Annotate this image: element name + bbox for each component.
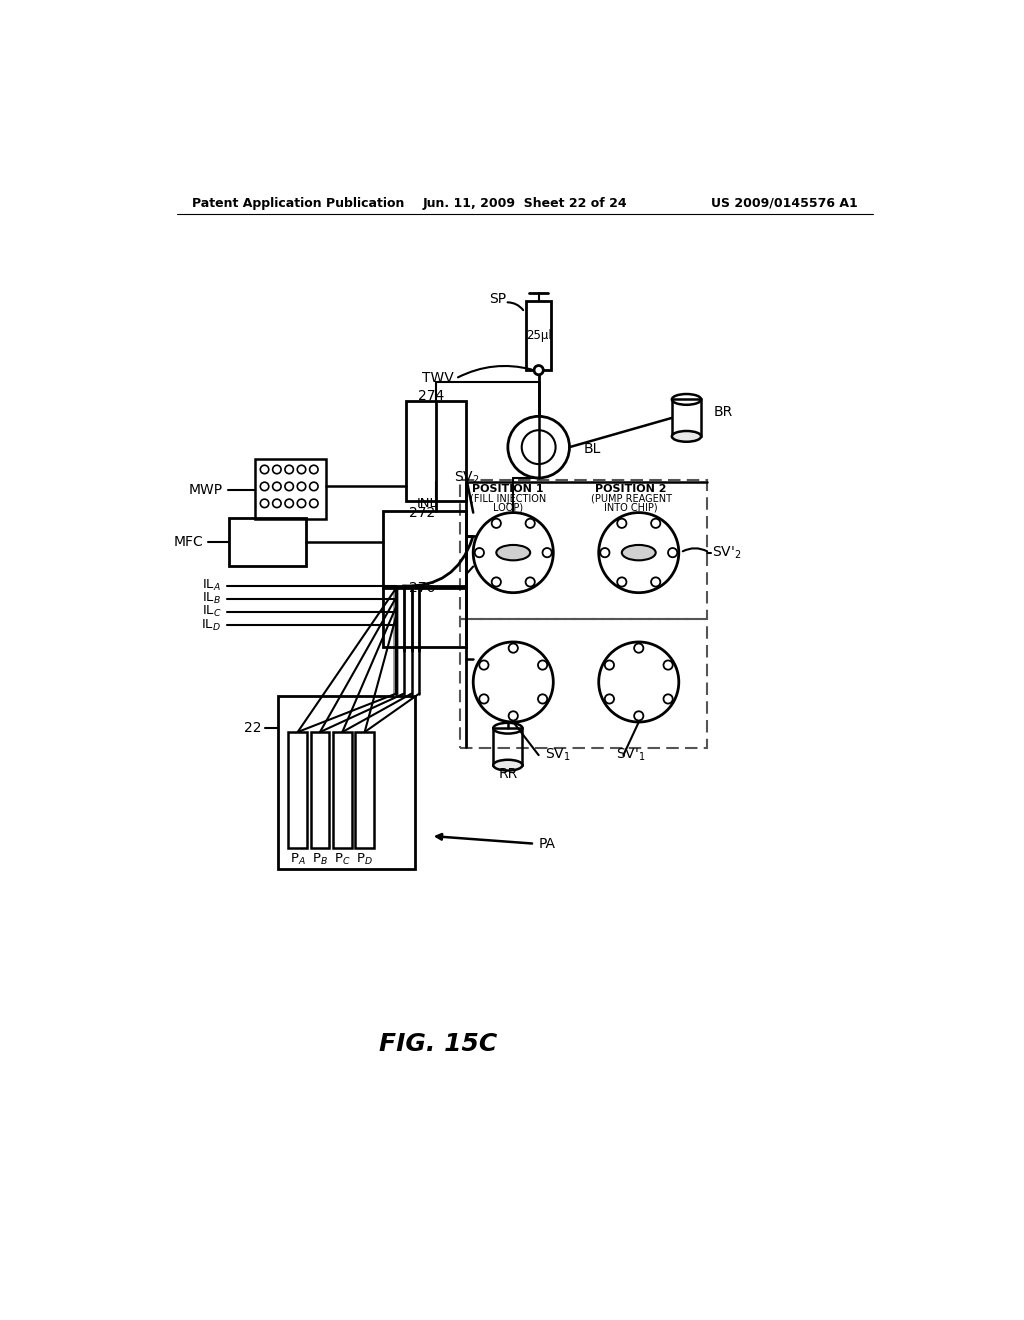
Bar: [494, 729, 522, 766]
Text: US 2009/0145576 A1: US 2009/0145576 A1: [711, 197, 857, 210]
Text: SV$_2$: SV$_2$: [455, 470, 480, 486]
Text: MWP: MWP: [188, 483, 223, 496]
Text: SV$_1$: SV$_1$: [545, 747, 570, 763]
Text: PA: PA: [539, 837, 556, 850]
Circle shape: [617, 519, 627, 528]
Bar: [460, 619, 707, 748]
Text: P$_A$: P$_A$: [290, 851, 305, 867]
Text: RR: RR: [499, 767, 517, 781]
Circle shape: [538, 660, 547, 669]
Circle shape: [525, 577, 535, 586]
Text: INTO CHIP): INTO CHIP): [604, 502, 657, 512]
Text: IL$_A$: IL$_A$: [203, 578, 221, 593]
Circle shape: [664, 694, 673, 704]
Text: BL: BL: [584, 442, 601, 457]
Text: IL$_B$: IL$_B$: [202, 591, 221, 606]
Bar: [279, 696, 416, 869]
Ellipse shape: [494, 760, 522, 771]
Circle shape: [617, 577, 627, 586]
Circle shape: [599, 512, 679, 593]
Ellipse shape: [622, 545, 655, 561]
Text: INL: INL: [417, 496, 437, 510]
Circle shape: [668, 548, 677, 557]
Text: (PUMP REAGENT: (PUMP REAGENT: [591, 494, 672, 504]
Text: 272: 272: [410, 506, 435, 520]
Bar: [407, 401, 466, 502]
Text: MFC: MFC: [174, 535, 204, 549]
Circle shape: [651, 577, 660, 586]
Text: SV'$_1$: SV'$_1$: [616, 747, 646, 763]
Text: Jun. 11, 2009  Sheet 22 of 24: Jun. 11, 2009 Sheet 22 of 24: [423, 197, 627, 210]
Circle shape: [473, 642, 553, 722]
Text: LOOP): LOOP): [493, 502, 523, 512]
Text: SV'$_2$: SV'$_2$: [712, 544, 741, 561]
Circle shape: [473, 512, 553, 593]
Text: Patent Application Publication: Patent Application Publication: [193, 197, 404, 210]
Circle shape: [538, 694, 547, 704]
Text: 274: 274: [418, 388, 444, 403]
Circle shape: [492, 519, 501, 528]
Text: P$_B$: P$_B$: [312, 851, 328, 867]
Ellipse shape: [497, 545, 530, 561]
Text: 276: 276: [410, 581, 435, 595]
Bar: [229, 517, 306, 566]
Text: FIG. 15C: FIG. 15C: [380, 1032, 498, 1056]
Circle shape: [509, 644, 518, 653]
Text: TWV: TWV: [422, 371, 454, 385]
Circle shape: [634, 644, 643, 653]
Text: POSITION 2: POSITION 2: [595, 484, 667, 495]
Circle shape: [535, 366, 544, 375]
Text: 22: 22: [244, 721, 261, 735]
Bar: [289, 733, 307, 847]
Text: POSITION 1: POSITION 1: [484, 677, 543, 686]
Circle shape: [525, 519, 535, 528]
Circle shape: [479, 660, 488, 669]
Text: IL$_D$: IL$_D$: [202, 618, 221, 632]
Bar: [460, 480, 707, 619]
Text: IL$_C$: IL$_C$: [202, 605, 221, 619]
Bar: [255, 459, 326, 519]
Bar: [355, 733, 374, 847]
Circle shape: [599, 642, 679, 722]
Bar: [526, 301, 551, 370]
Circle shape: [605, 660, 614, 669]
Circle shape: [479, 694, 488, 704]
Text: POSITION 2: POSITION 2: [609, 677, 668, 686]
Circle shape: [605, 694, 614, 704]
Circle shape: [651, 519, 660, 528]
Bar: [383, 586, 466, 647]
Text: (FILL INJECTION: (FILL INJECTION: [470, 494, 546, 504]
Text: SP: SP: [489, 292, 506, 306]
Circle shape: [600, 548, 609, 557]
Ellipse shape: [672, 432, 701, 442]
Bar: [383, 511, 466, 589]
Text: POSITION 1: POSITION 1: [472, 484, 544, 495]
Text: P$_D$: P$_D$: [356, 851, 373, 867]
Circle shape: [543, 548, 552, 557]
Circle shape: [509, 711, 518, 721]
Bar: [672, 400, 701, 437]
Circle shape: [475, 548, 484, 557]
Text: BR: BR: [714, 405, 733, 420]
Circle shape: [634, 711, 643, 721]
Bar: [333, 733, 351, 847]
Circle shape: [492, 577, 501, 586]
Text: P$_C$: P$_C$: [334, 851, 350, 867]
Circle shape: [664, 660, 673, 669]
Text: 25µl: 25µl: [525, 329, 552, 342]
Bar: [310, 733, 330, 847]
